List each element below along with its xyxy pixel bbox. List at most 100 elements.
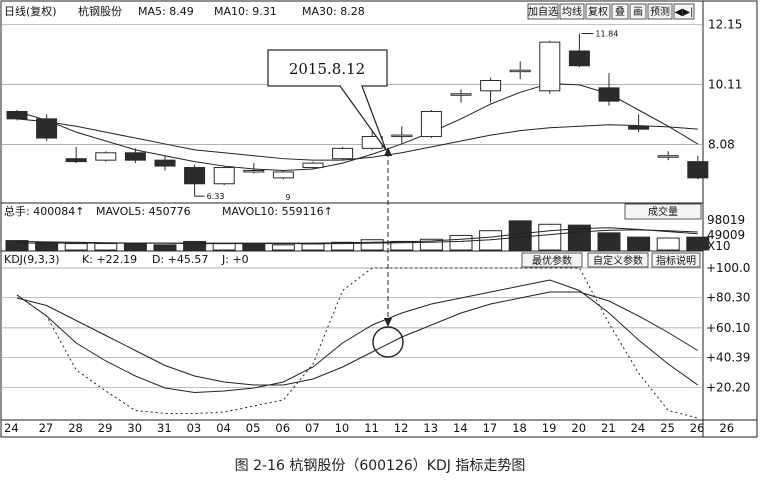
x-tick-label: 31 <box>157 421 172 435</box>
price-tick-label: 10.11 <box>708 78 742 92</box>
volume-bar <box>94 243 118 251</box>
volume-bar <box>183 240 207 251</box>
kdj-axis-ticks: +100.0 +80.30 +60.10 +40.39 +20.20 <box>706 261 750 395</box>
volume-bar <box>64 243 88 251</box>
header-button-5[interactable]: 预测 <box>647 3 673 20</box>
kdj-grid <box>1 267 703 389</box>
x-tick-label: 28 <box>68 421 83 435</box>
x-tick-label: 13 <box>423 421 438 435</box>
volume-dropdown[interactable]: 成交量 <box>624 203 702 220</box>
candle <box>391 126 413 144</box>
candle <box>687 155 709 180</box>
kdj-button-1[interactable]: 自定义参数 <box>587 252 649 268</box>
candle <box>420 110 442 139</box>
kdj-d-value: D: +45.57 <box>152 253 208 266</box>
candle <box>272 170 294 180</box>
x-tick-label: 27 <box>39 421 54 435</box>
annotation-label: 2015.8.12 <box>289 60 365 78</box>
header-button-4[interactable]: 画 <box>629 3 647 20</box>
kdj-tick-label: +20.20 <box>706 381 750 395</box>
candle <box>628 114 650 133</box>
price-axis-ticks: 12.15 10.11 8.08 <box>708 17 742 151</box>
right-axis-frame <box>702 0 758 438</box>
kdj-tick-label: +100.0 <box>706 261 750 275</box>
kdj-title: KDJ(9,3,3) <box>4 253 60 266</box>
volume-bar <box>686 236 710 251</box>
candle <box>213 166 235 186</box>
figure-caption: 图 2-16 杭钢股份（600126）KDJ 指标走势图 <box>235 458 526 474</box>
svg-text:预测: 预测 <box>650 5 670 18</box>
candle <box>539 40 561 94</box>
candle <box>36 114 58 141</box>
candle <box>6 110 28 121</box>
x-axis-ticks: 24 27 28 29 30 31 03 04 05 06 07 10 11 12 13 14 17 18 19 20… <box>4 421 734 435</box>
x-tick-label: 17 <box>483 421 498 435</box>
header-button-2[interactable]: 复权 <box>585 3 611 20</box>
x-tick-label: 24 <box>4 421 19 435</box>
candle <box>124 148 146 164</box>
kdj-k-value: K: +22.19 <box>82 253 137 266</box>
candle <box>657 151 679 161</box>
svg-text:指标说明: 指标说明 <box>656 254 696 267</box>
volume-bar <box>271 244 295 251</box>
candle <box>243 163 265 174</box>
volume-bar <box>123 243 147 251</box>
header-button-6[interactable]: ◀▶| <box>673 3 695 20</box>
candle <box>332 146 354 161</box>
x-tick-label: 10 <box>335 421 350 435</box>
svg-text:成交量: 成交量 <box>648 205 678 218</box>
x-tick-label: 29 <box>98 421 113 435</box>
x-tick-label: 19 <box>542 421 557 435</box>
x-tick-label: 07 <box>305 421 320 435</box>
svg-text:均线: 均线 <box>562 5 582 18</box>
candlesticks <box>6 33 709 197</box>
guide-arrow-head <box>384 318 392 327</box>
stock-name: 杭钢股份 <box>78 4 122 18</box>
candle <box>509 61 531 80</box>
x-tick-label: 04 <box>216 421 231 435</box>
ma30-label: MA30: 8.28 <box>302 5 365 18</box>
svg-text:加自选: 加自选 <box>528 5 558 18</box>
annotation-pointer <box>339 85 387 151</box>
x-tick-label: 26 <box>690 421 705 435</box>
volume-bar <box>656 237 680 251</box>
moving-average-lines <box>16 82 699 171</box>
ma-long-line <box>16 118 698 161</box>
svg-text:画: 画 <box>633 7 643 18</box>
volume-ma-short-line <box>17 227 698 244</box>
chart-title: 日线(复权) <box>4 4 57 18</box>
header-toolbar: 加自选 均线 复权叠画预测 ◀▶| <box>527 3 695 20</box>
svg-text:◀▶|: ◀▶| <box>675 7 694 18</box>
svg-text:叠: 叠 <box>615 6 625 18</box>
volume-bar <box>627 236 651 251</box>
kdj-k-line <box>16 279 699 394</box>
price-tick-label: 12.15 <box>708 17 742 31</box>
candle <box>450 89 472 103</box>
date-annotation: 2015.8.12 <box>267 49 388 151</box>
kdj-button-2[interactable]: 指标说明 <box>651 252 701 268</box>
ma5-label: MA5: 8.49 <box>138 5 194 18</box>
volume-bar <box>301 243 325 251</box>
kdj-j-value: J: +0 <box>221 253 249 266</box>
low-day-label: 9 <box>285 193 290 202</box>
header-button-0[interactable]: 加自选 <box>527 3 559 20</box>
candle <box>65 146 87 164</box>
mavol10-label: MAVOL10: 559116↑ <box>222 205 333 218</box>
svg-text:最优参数: 最优参数 <box>532 254 572 267</box>
volume-bar <box>212 243 236 251</box>
kdj-j-line <box>16 267 698 419</box>
x-tick-label: 03 <box>187 421 202 435</box>
volume-ma-long-line <box>16 229 698 245</box>
volume-tick-label: 98019 <box>707 213 745 227</box>
guide-arrow-top <box>384 147 392 156</box>
header-button-3[interactable]: 叠 <box>611 3 629 20</box>
svg-text:复权: 复权 <box>588 5 608 18</box>
x-tick-label: 24 <box>631 421 646 435</box>
kdj-button-0[interactable]: 最优参数 <box>521 252 583 268</box>
kdj-d-line <box>16 291 699 386</box>
candle <box>480 77 502 103</box>
header-button-1[interactable]: 均线 <box>559 3 585 20</box>
volume-bar <box>153 244 177 251</box>
